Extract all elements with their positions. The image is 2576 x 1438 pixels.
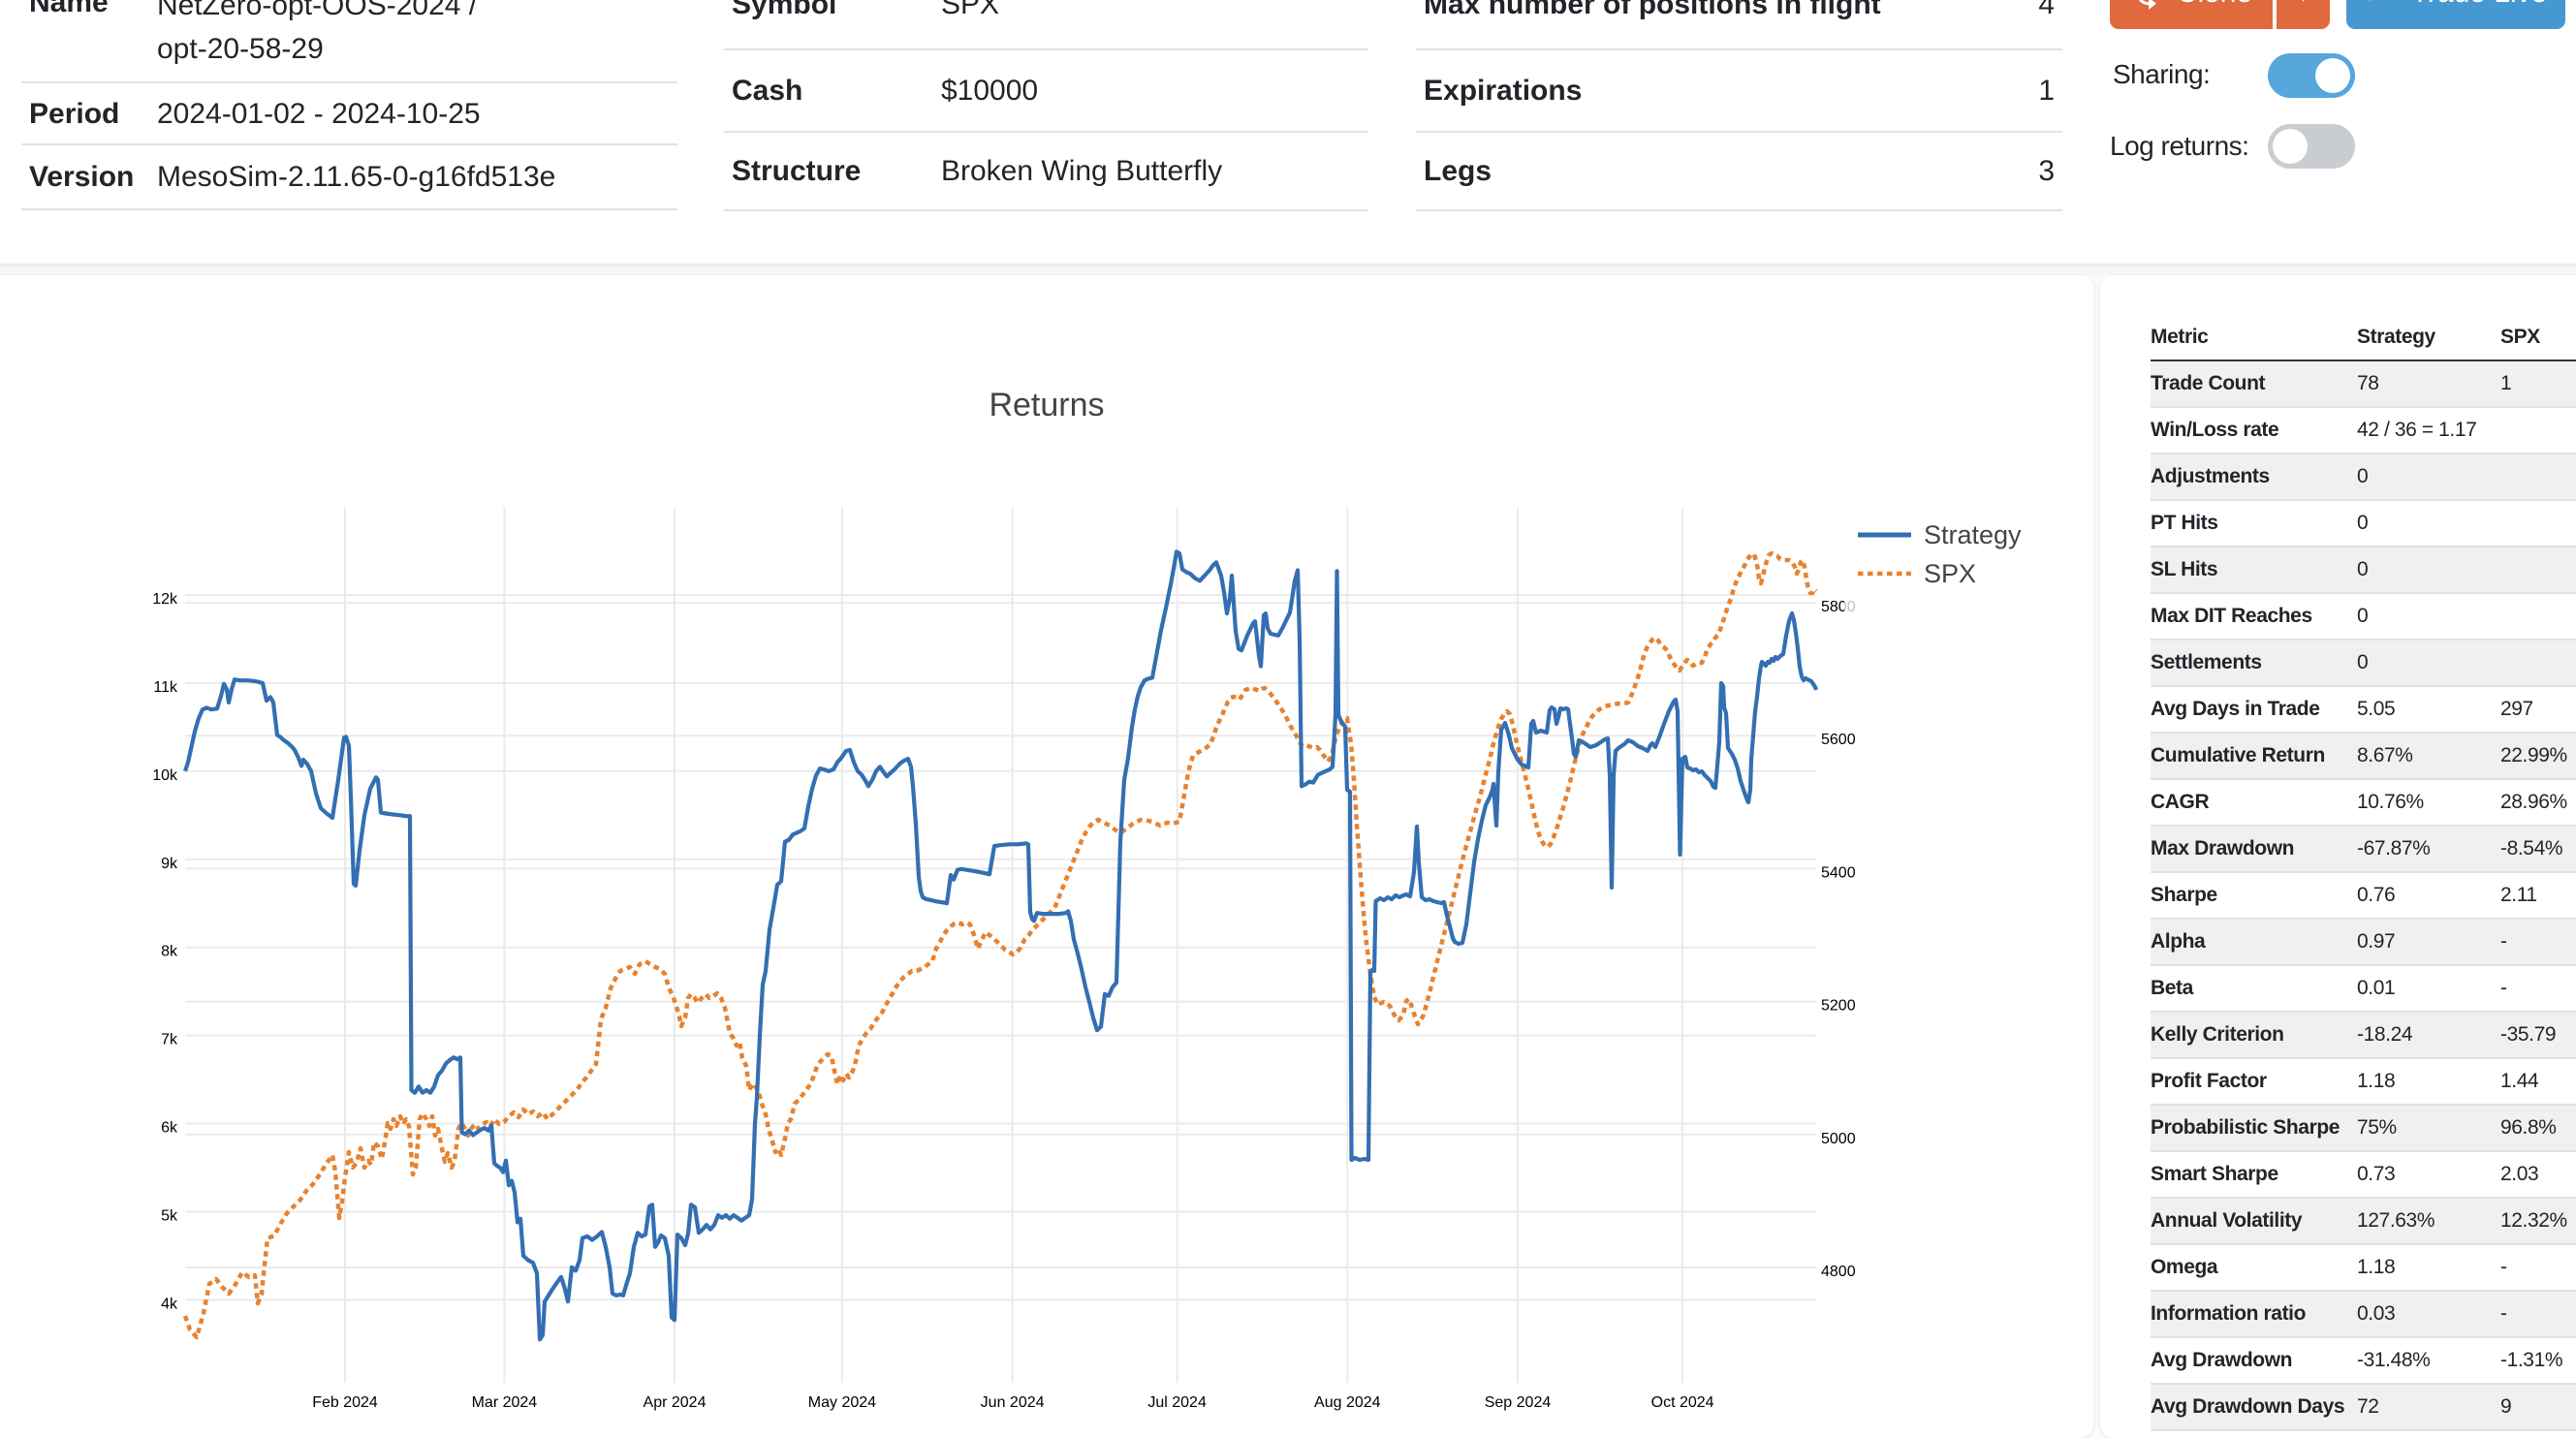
svg-text:4k: 4k (161, 1296, 178, 1312)
svg-text:6k: 6k (161, 1120, 178, 1137)
svg-text:4800: 4800 (1821, 1264, 1856, 1280)
svg-text:SPX: SPX (1924, 559, 1976, 588)
svg-text:9k: 9k (161, 856, 178, 872)
svg-text:5400: 5400 (1821, 864, 1856, 881)
svg-text:5600: 5600 (1821, 732, 1856, 748)
svg-text:5200: 5200 (1821, 998, 1856, 1015)
svg-text:7k: 7k (161, 1032, 178, 1048)
svg-text:May 2024: May 2024 (808, 1394, 876, 1411)
svg-text:Apr 2024: Apr 2024 (644, 1394, 707, 1411)
svg-text:Jun 2024: Jun 2024 (981, 1394, 1045, 1411)
svg-text:Jul 2024: Jul 2024 (1147, 1394, 1207, 1411)
svg-text:Sep 2024: Sep 2024 (1485, 1394, 1552, 1411)
svg-text:8k: 8k (161, 944, 178, 960)
svg-text:Returns: Returns (989, 387, 1104, 423)
svg-text:Strategy: Strategy (1924, 520, 2022, 549)
svg-text:5k: 5k (161, 1208, 178, 1225)
svg-text:Aug 2024: Aug 2024 (1314, 1394, 1381, 1411)
svg-text:Feb 2024: Feb 2024 (312, 1394, 378, 1411)
svg-text:Oct 2024: Oct 2024 (1651, 1394, 1714, 1411)
svg-text:11k: 11k (153, 679, 178, 696)
svg-text:10k: 10k (152, 767, 178, 784)
svg-text:5000: 5000 (1821, 1131, 1856, 1147)
svg-text:12k: 12k (152, 591, 178, 608)
svg-text:Mar 2024: Mar 2024 (472, 1394, 538, 1411)
